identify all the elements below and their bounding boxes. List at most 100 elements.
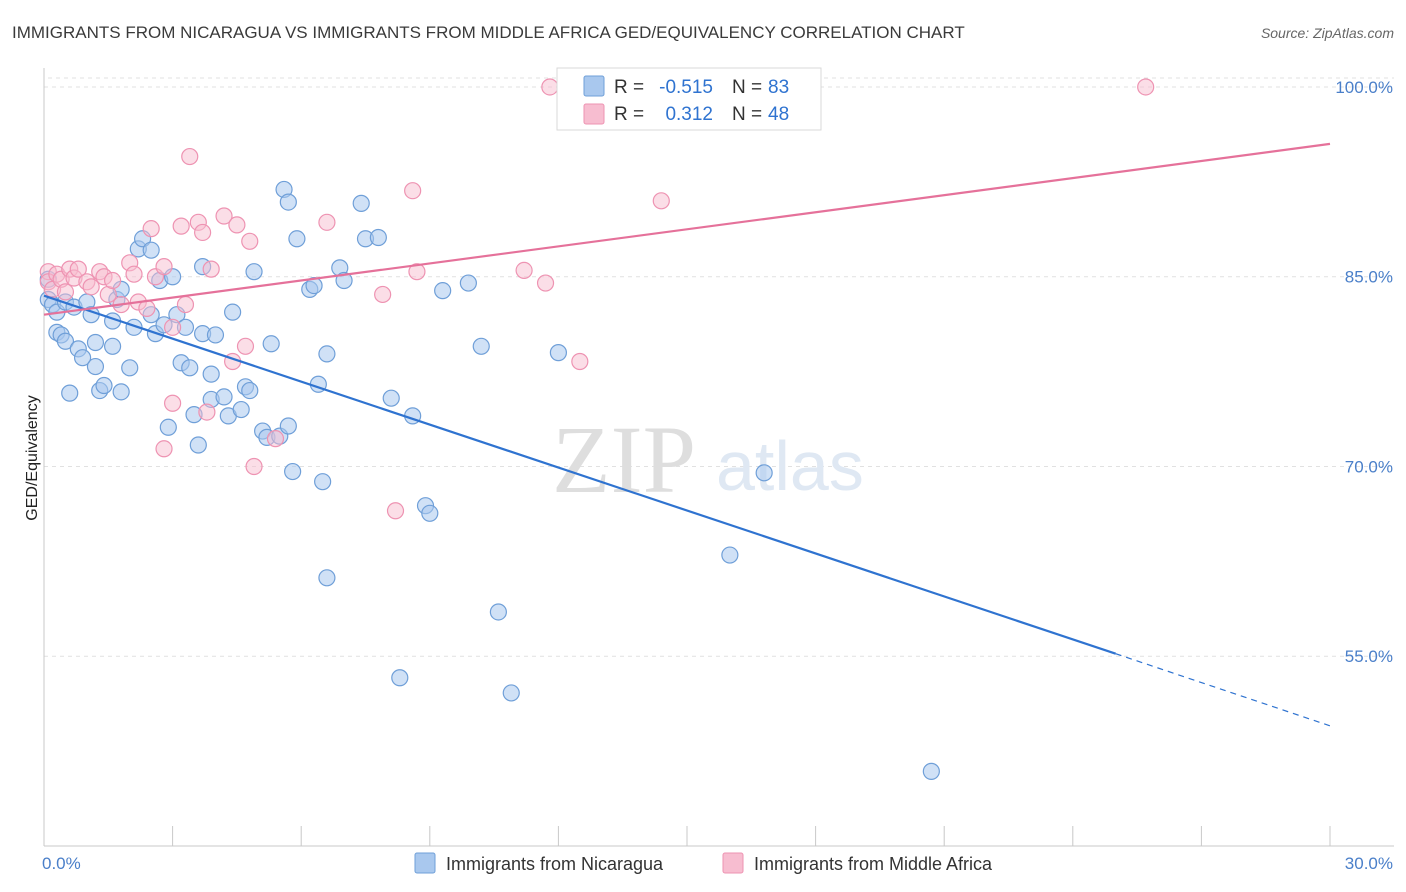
middle-africa-point-27 (176, 295, 195, 314)
series-middle-africa-points (39, 78, 1155, 520)
middle-africa-point-45 (515, 261, 533, 280)
nicaragua-point-19 (103, 337, 122, 355)
middle-africa-point-8 (69, 260, 87, 278)
middle-africa-point-14 (103, 271, 122, 290)
middle-africa-point-20 (142, 220, 160, 238)
middle-africa-point-46 (536, 274, 555, 292)
middle-africa-point-47 (541, 78, 559, 96)
middle-africa-point-42 (386, 502, 405, 520)
stats-r-label-middle-africa: R = (614, 104, 644, 125)
stats-r-value-nicaragua: -0.515 (659, 77, 713, 98)
nicaragua-point-43 (202, 365, 220, 383)
middle-africa-point-10 (82, 278, 100, 296)
watermark-zip: ZIP (552, 406, 696, 513)
series-legend: Immigrants from Nicaragua Immigrants fro… (414, 852, 993, 874)
nicaragua-point-72 (382, 389, 400, 407)
nicaragua-point-6 (56, 332, 75, 350)
nicaragua-point-85 (922, 762, 940, 780)
nicaragua-point-27 (142, 241, 160, 259)
nicaragua-point-62 (305, 276, 323, 295)
stats-n-value-middle-africa: 48 (768, 104, 789, 125)
middle-africa-point-33 (215, 207, 233, 225)
watermark-atlas: atlas (716, 427, 864, 505)
nicaragua-point-78 (459, 274, 477, 292)
nicaragua-trend-line (43, 294, 1117, 655)
nicaragua-point-59 (284, 462, 302, 481)
stats-legend-swatch-nicaragua (583, 75, 605, 97)
stats-n-value-nicaragua: 83 (768, 77, 789, 98)
chart-source: Source: ZipAtlas.com (1261, 25, 1394, 41)
nicaragua-point-54 (262, 335, 280, 353)
middle-africa-point-23 (155, 440, 173, 458)
middle-africa-point-43 (404, 182, 422, 200)
trend-lines (43, 142, 1331, 727)
x-tick-labels: 0.0% 30.0% (42, 854, 1393, 873)
stats-r-label-nicaragua: R = (614, 77, 644, 98)
y-tick-labels: 100.0% 85.0% 70.0% 55.0% (1335, 78, 1393, 666)
middle-africa-point-31 (198, 403, 216, 421)
middle-africa-point-24 (164, 394, 182, 412)
middle-africa-point-37 (241, 232, 259, 250)
nicaragua-point-68 (335, 271, 353, 290)
middle-africa-point-17 (125, 265, 143, 283)
nicaragua-point-71 (369, 228, 387, 247)
middle-africa-point-36 (236, 337, 255, 355)
nicaragua-point-44 (206, 326, 225, 344)
middle-africa-point-32 (202, 260, 220, 278)
nicaragua-point-37 (181, 359, 199, 377)
nicaragua-point-15 (86, 357, 105, 376)
nicaragua-trend-extension (1115, 653, 1331, 727)
middle-africa-point-38 (245, 457, 263, 476)
nicaragua-point-47 (224, 303, 242, 321)
nicaragua-point-11 (73, 349, 92, 367)
series-legend-swatch-nicaragua (414, 852, 436, 874)
stats-n-label-nicaragua: N = (732, 77, 762, 98)
nicaragua-point-64 (314, 473, 332, 491)
stats-legend-swatch-middle-africa (583, 103, 605, 125)
nicaragua-point-81 (502, 684, 520, 702)
nicaragua-point-83 (721, 546, 739, 564)
nicaragua-point-45 (215, 388, 233, 406)
nicaragua-point-51 (245, 263, 263, 281)
middle-africa-point-25 (164, 318, 182, 336)
nicaragua-point-66 (318, 345, 336, 363)
nicaragua-point-84 (755, 464, 773, 482)
nicaragua-point-82 (549, 344, 568, 362)
nicaragua-point-48 (232, 400, 250, 419)
middle-africa-point-50 (1137, 78, 1155, 96)
middle-africa-point-22 (155, 258, 173, 276)
middle-africa-point-5 (56, 283, 75, 301)
nicaragua-point-57 (279, 417, 297, 435)
x-tick-label-0: 0.0% (42, 854, 81, 873)
nicaragua-point-17 (95, 376, 113, 395)
grid-lines (44, 77, 1394, 657)
stats-n-label-middle-africa: N = (732, 104, 762, 125)
y-tick-label-3: 55.0% (1345, 647, 1393, 666)
series-legend-label-middle-africa: Immigrants from Middle Africa (754, 854, 993, 874)
middle-africa-point-35 (228, 216, 246, 234)
nicaragua-point-58 (279, 193, 297, 211)
nicaragua-point-22 (112, 383, 130, 401)
nicaragua-point-65 (318, 569, 336, 587)
middle-africa-point-41 (374, 285, 392, 304)
middle-africa-point-48 (571, 352, 589, 371)
series-legend-swatch-middle-africa (722, 852, 744, 874)
nicaragua-point-79 (472, 337, 490, 355)
middle-africa-point-26 (172, 217, 190, 235)
x-tick-label-1: 30.0% (1345, 854, 1393, 873)
nicaragua-point-73 (391, 669, 409, 687)
nicaragua-point-77 (434, 282, 452, 300)
middle-africa-point-39 (266, 430, 285, 448)
nicaragua-point-23 (121, 359, 139, 377)
middle-africa-point-40 (318, 213, 336, 231)
nicaragua-point-32 (159, 418, 177, 436)
nicaragua-point-50 (241, 381, 259, 400)
middle-africa-trend-line (43, 142, 1331, 316)
stats-r-value-middle-africa: 0.312 (665, 104, 713, 125)
nicaragua-point-80 (489, 603, 507, 621)
nicaragua-point-14 (86, 333, 105, 352)
series-legend-label-nicaragua: Immigrants from Nicaragua (446, 854, 664, 874)
stats-legend: R = -0.515 N = 83 R = 0.312 N = 48 (556, 67, 822, 131)
nicaragua-point-39 (189, 436, 207, 454)
